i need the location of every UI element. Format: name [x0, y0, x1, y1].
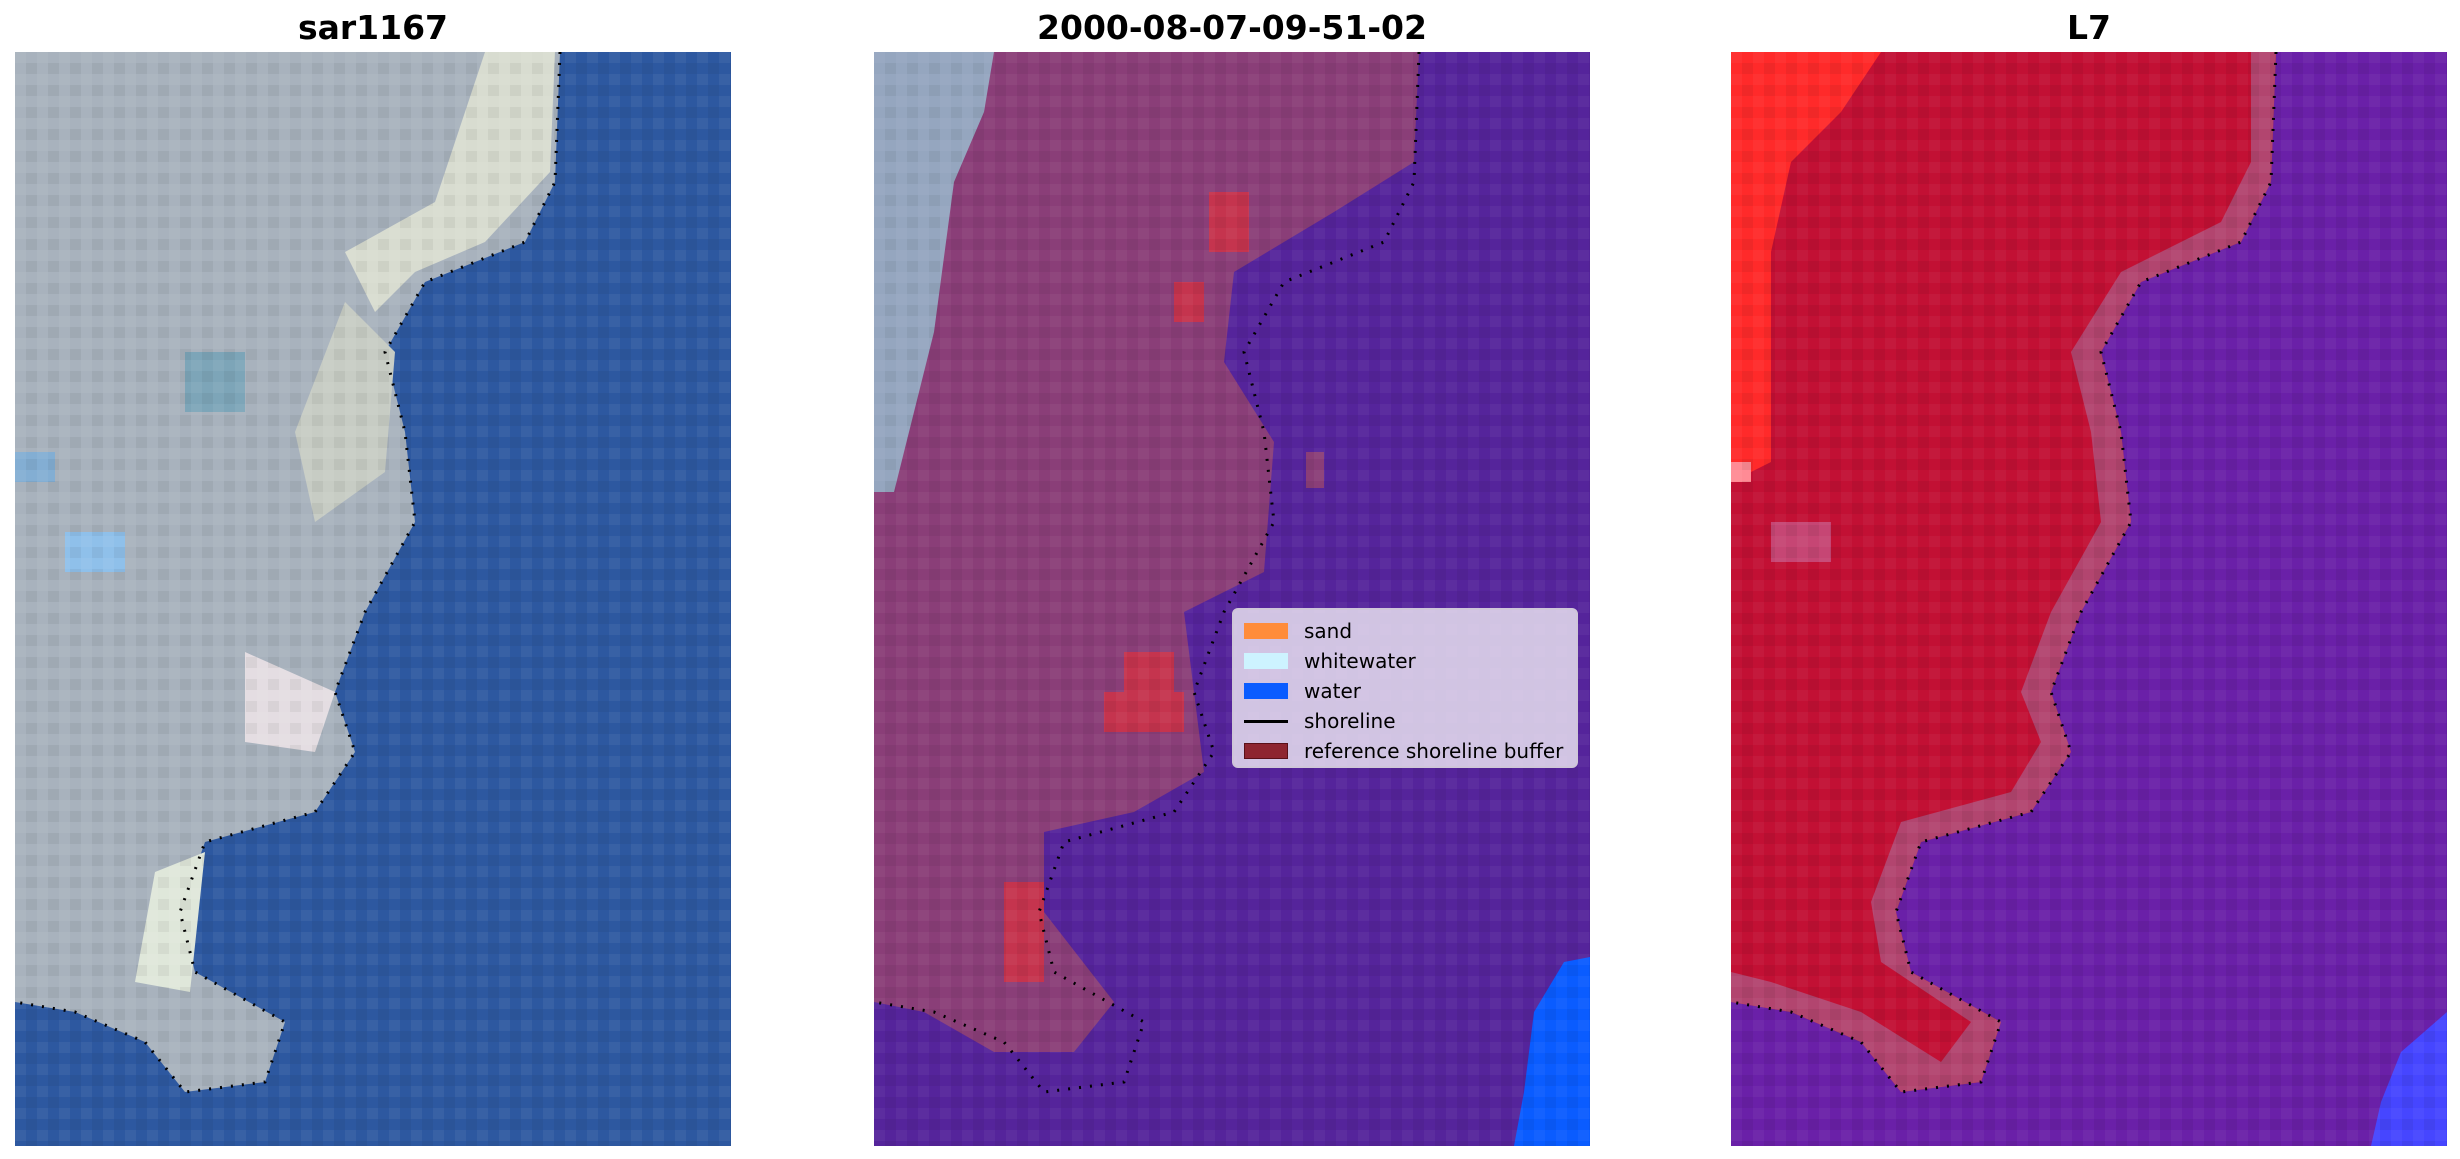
legend-label: sand — [1304, 619, 1353, 643]
legend: sand whitewater water shoreline referenc… — [1232, 608, 1578, 768]
rgb-image-panel — [15, 52, 731, 1146]
reference-buffer-swatch — [1244, 743, 1288, 759]
legend-label: water — [1304, 679, 1361, 703]
water-swatch — [1244, 683, 1288, 699]
panel-title-rgb: sar1167 — [297, 8, 449, 47]
false-color-image — [1731, 52, 2447, 1146]
classified-image — [874, 52, 1590, 1146]
sand-swatch — [1244, 623, 1288, 639]
false-color-image-panel — [1731, 52, 2447, 1146]
classified-image-panel — [874, 52, 1590, 1146]
legend-label: shoreline — [1304, 709, 1396, 733]
legend-item-water: water — [1244, 676, 1566, 706]
legend-item-reference-buffer: reference shoreline buffer — [1244, 736, 1566, 766]
shoreline-line-icon — [1244, 719, 1288, 723]
legend-item-shoreline: shoreline — [1244, 706, 1566, 736]
legend-item-whitewater: whitewater — [1244, 646, 1566, 676]
whitewater-swatch — [1244, 653, 1288, 669]
legend-label: reference shoreline buffer — [1304, 739, 1564, 763]
legend-item-sand: sand — [1244, 616, 1566, 646]
rgb-image — [15, 52, 731, 1146]
legend-label: whitewater — [1304, 649, 1416, 673]
panel-title-classified: 2000-08-07-09-51-02 — [1037, 8, 1427, 47]
panel-title-false-color: L7 — [2067, 8, 2111, 47]
